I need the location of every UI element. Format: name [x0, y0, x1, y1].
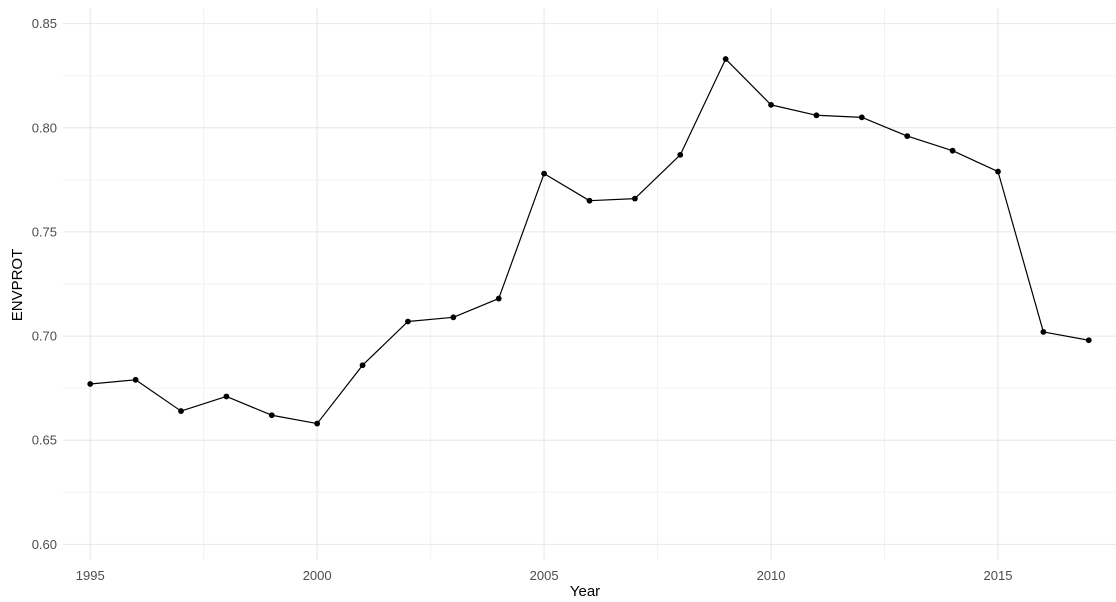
data-point: [677, 151, 684, 158]
data-point: [949, 147, 956, 154]
x-tick-label: 2005: [530, 568, 559, 583]
data-point: [405, 318, 411, 325]
data-point: [178, 408, 184, 414]
data-point: [132, 376, 139, 383]
data-point: [722, 56, 729, 62]
series-line: [90, 58, 1089, 425]
x-tick-label: 2000: [303, 568, 332, 583]
data-point: [268, 412, 275, 419]
data-point: [586, 197, 593, 204]
data-point: [541, 170, 548, 177]
y-axis-ticks: 0.60 0.65 0.70 0.75 0.80 0.85: [32, 16, 57, 552]
data-point: [858, 114, 865, 121]
x-tick-label: 2015: [984, 568, 1013, 583]
y-tick-label: 0.80: [32, 120, 57, 135]
y-tick-label: 0.65: [32, 433, 57, 448]
data-point: [223, 393, 230, 400]
data-point: [904, 133, 911, 140]
x-axis-ticks: 1995 2000 2005 2010 2015: [76, 568, 1013, 583]
data-point: [314, 420, 321, 427]
x-axis-title: Year: [570, 583, 600, 600]
data-point: [631, 195, 638, 202]
y-tick-label: 0.75: [32, 224, 57, 239]
data-point: [995, 168, 1001, 175]
y-tick-label: 0.60: [32, 537, 57, 552]
data-point: [768, 101, 774, 108]
data-point: [813, 112, 820, 119]
data-point: [1085, 337, 1092, 344]
x-tick-label: 1995: [76, 568, 105, 583]
major-gridlines: [63, 8, 1116, 560]
data-point: [87, 381, 94, 387]
minor-gridlines: [63, 8, 1116, 560]
data-point: [450, 314, 457, 321]
y-tick-label: 0.85: [32, 16, 57, 31]
data-point: [359, 362, 366, 369]
y-axis-title: ENVPROT: [9, 249, 26, 322]
data-point: [1040, 329, 1047, 335]
series-points: [87, 56, 1092, 427]
x-tick-label: 2010: [757, 568, 786, 583]
y-tick-label: 0.70: [32, 329, 57, 344]
data-point: [495, 295, 502, 302]
series-lines: [90, 58, 1089, 425]
